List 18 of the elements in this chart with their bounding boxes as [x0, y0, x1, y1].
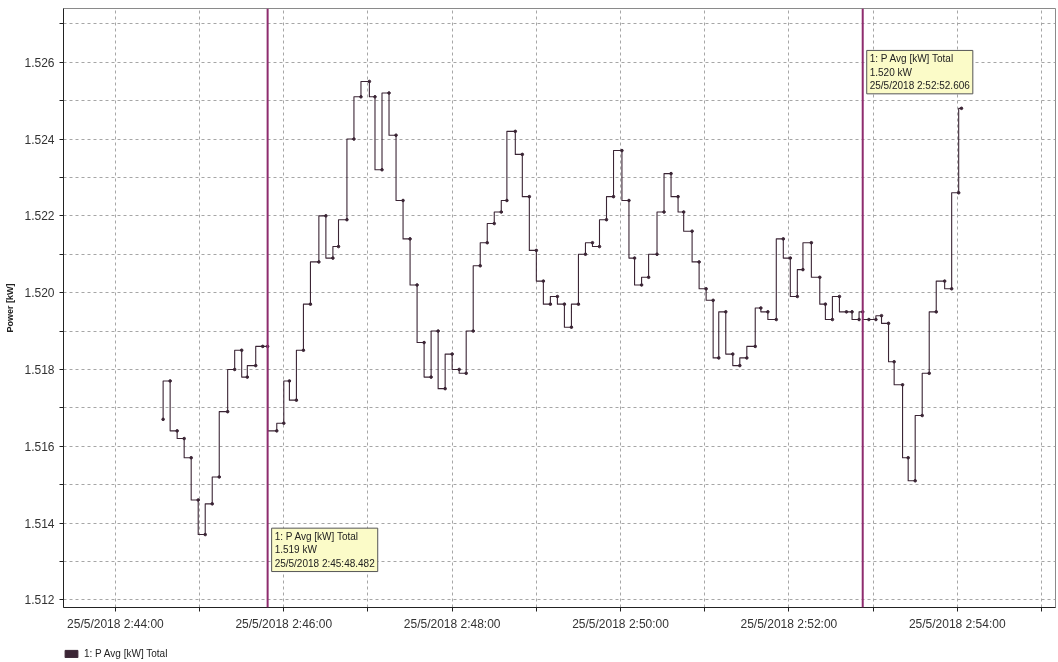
x-tick-label: 25/5/2018 2:50:00: [572, 616, 670, 631]
y-tick-label: 1.522: [24, 209, 55, 224]
x-tick-label: 25/5/2018 2:54:00: [908, 616, 1006, 631]
y-tick-label: 1.518: [24, 362, 55, 377]
y-tick-label: 1.526: [24, 55, 55, 70]
x-tick-label: 25/5/2018 2:46:00: [235, 616, 333, 631]
y-tick-label: 1.524: [24, 132, 55, 147]
y-tick-label: 1.512: [24, 593, 55, 608]
x-tick-label: 25/5/2018 2:48:00: [403, 616, 501, 631]
ref-line-label: 1: P Avg [kW] Total 1.520 kW 25/5/2018 2:52:52.606: [869, 53, 971, 91]
y-tick-label: 1.514: [24, 516, 55, 531]
y-tick-label: 1.520: [24, 286, 55, 301]
legend-label: 1: P Avg [kW] Total: [84, 647, 168, 659]
x-tick-label: 25/5/2018 2:52:00: [740, 616, 838, 631]
y-axis-title: Power [kW]: [5, 283, 16, 333]
ref-line-label: 1: P Avg [kW] Total 1.519 kW 25/5/2018 2:45:48.482: [274, 531, 376, 569]
y-tick-label: 1.516: [24, 439, 55, 454]
x-tick-label: 25/5/2018 2:44:00: [67, 616, 165, 631]
